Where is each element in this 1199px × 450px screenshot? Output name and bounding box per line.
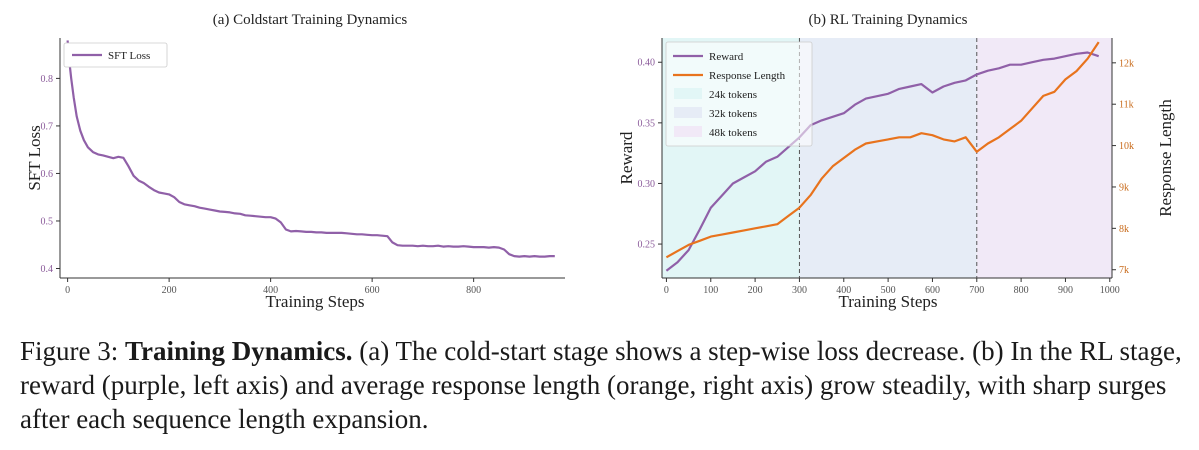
panel-a-y-tick-label: 0.6	[41, 169, 54, 180]
panel-b-left-tick-label: 0.25	[638, 240, 656, 251]
panel-a-y-tick-label: 0.5	[41, 216, 54, 227]
figure-caption: Figure 3: Training Dynamics. (a) The col…	[20, 334, 1185, 436]
panel-b: (b) RL Training Dynamics 0 100 200 300 400 50…	[617, 12, 1175, 311]
panel-b-legend: Reward Response Length 24k tokens 32k to…	[665, 41, 813, 147]
panel-b-x-tick-label: 0	[664, 285, 669, 296]
panel-b-left-tick-label: 0.30	[638, 179, 656, 190]
legend-24k-tokens: 24k tokens	[709, 89, 757, 101]
panel-a-x-tick-label: 600	[365, 285, 380, 296]
panel-b-right-tick-label: 11k	[1119, 100, 1134, 111]
legend-48k-tokens: 48k tokens	[709, 127, 757, 139]
legend-swatch-band-1	[674, 88, 702, 99]
panel-b-x-tick-label: 600	[925, 285, 940, 296]
band-2	[799, 38, 977, 278]
panel-a-legend: SFT Loss	[63, 42, 168, 68]
panel-a-x-tick-label: 400	[263, 285, 278, 296]
panel-b-right-tick-label: 8k	[1119, 224, 1129, 235]
panel-a-title: (a) Coldstart Training Dynamics	[213, 12, 408, 28]
panel-b-x-tick-label: 200	[748, 285, 763, 296]
caption-bold: Training Dynamics.	[125, 336, 353, 366]
panel-a-y-tick-label: 0.8	[41, 74, 54, 85]
expansion-lines	[798, 38, 978, 278]
sft-loss-line	[66, 40, 555, 258]
panel-a-y-label: SFT Loss	[25, 125, 44, 190]
panel-a-x-label: Training Steps	[265, 292, 364, 311]
panel-a-axes	[59, 38, 565, 279]
panel-b-x-tick-label: 900	[1058, 285, 1073, 296]
panel-b-right-tick-label: 12k	[1119, 58, 1134, 69]
panel-b-x-tick-label: 400	[836, 285, 851, 296]
panel-b-title: (b) RL Training Dynamics	[808, 12, 967, 28]
panel-b-left-y-label: Reward	[617, 131, 636, 184]
panel-b-left-tick-label: 0.35	[638, 118, 656, 129]
panel-b-right-tick-label: 9k	[1119, 182, 1129, 193]
figure-3: (a) Coldstart Training Dynamics 0 200 400 6…	[25, 12, 1175, 311]
response-length-line	[665, 41, 1100, 259]
panel-b-left-ticks: 0.25 0.30 0.35 0.40	[638, 58, 662, 251]
legend-response-length: Response Length	[709, 70, 786, 82]
panel-b-x-tick-label: 800	[1014, 285, 1029, 296]
panel-a-x-tick-label: 0	[65, 285, 70, 296]
panel-b-right-tick-label: 10k	[1119, 141, 1134, 152]
panel-b-right-ticks: 7k 8k 9k 10k 11k 12k	[1112, 58, 1134, 276]
panel-b-axes	[661, 38, 1113, 279]
legend-32k-tokens: 32k tokens	[709, 108, 757, 120]
legend-swatch-band-3	[674, 126, 702, 137]
legend-sft-loss: SFT Loss	[108, 50, 150, 62]
panel-b-x-tick-label: 500	[881, 285, 896, 296]
caption-text: (a) The cold-start stage shows a step-wi…	[20, 336, 1182, 434]
panel-b-right-y-label: Response Length	[1156, 99, 1175, 217]
panel-b-right-tick-label: 7k	[1119, 265, 1129, 276]
panel-b-x-tick-label: 700	[969, 285, 984, 296]
legend-swatch-band-2	[674, 107, 702, 118]
panel-a: (a) Coldstart Training Dynamics 0 200 400 6…	[25, 12, 565, 311]
panel-a-x-tick-label: 200	[162, 285, 177, 296]
panel-b-x-tick-label: 100	[703, 285, 718, 296]
panel-b-x-ticks: 0 100 200 300 400 500 600 700 800 900 1000	[664, 278, 1120, 296]
caption-prefix: Figure 3:	[20, 336, 125, 366]
panel-b-x-tick-label: 1000	[1100, 285, 1120, 296]
panel-b-x-tick-label: 300	[792, 285, 807, 296]
panel-a-y-tick-label: 0.7	[41, 121, 54, 132]
panel-a-x-ticks: 0 200 400 600 800	[65, 278, 481, 296]
band-3	[976, 38, 1112, 278]
panel-b-left-tick-label: 0.40	[638, 58, 656, 69]
panel-a-y-tick-label: 0.4	[41, 264, 54, 275]
panel-a-x-tick-label: 800	[466, 285, 481, 296]
panel-b-x-label: Training Steps	[838, 292, 937, 311]
reward-line	[665, 51, 1100, 272]
legend-reward: Reward	[709, 51, 744, 63]
panel-a-y-ticks: 0.4 0.5 0.6 0.7 0.8	[41, 74, 60, 275]
